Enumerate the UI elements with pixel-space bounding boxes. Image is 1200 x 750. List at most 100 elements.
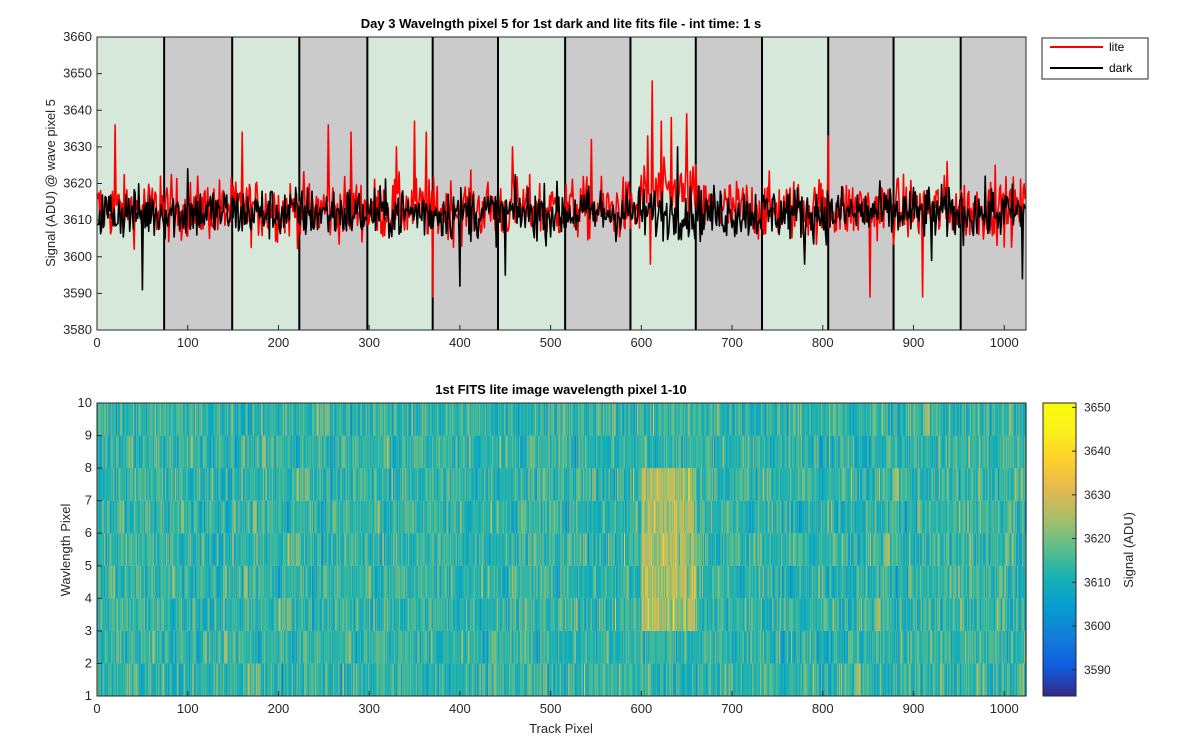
heatmap-cell	[937, 663, 939, 696]
heatmap-cell	[507, 533, 509, 566]
heatmap-cell	[742, 663, 744, 696]
heatmap-cell	[186, 533, 189, 566]
heatmap-cell	[429, 663, 432, 696]
heatmap-cell	[136, 533, 139, 566]
heatmap-cell	[536, 598, 538, 631]
heatmap-cell	[837, 565, 839, 599]
heatmap-cell	[845, 630, 847, 664]
heatmap-cell	[904, 663, 906, 696]
heatmap-cell	[810, 533, 813, 566]
heatmap-cell	[717, 663, 720, 696]
heatmap-cell	[206, 598, 209, 631]
heatmap-cell	[380, 533, 383, 566]
heatmap-cell	[614, 565, 616, 599]
heatmap-cell	[913, 565, 916, 599]
heatmap-cell	[208, 598, 211, 631]
heatmap-cell	[612, 598, 614, 631]
heatmap-cell	[794, 533, 797, 566]
heatmap-cell	[157, 630, 160, 664]
heatmap-cell	[169, 533, 172, 566]
heatmap-cell	[745, 533, 748, 566]
heatmap-cell	[497, 565, 500, 599]
heatmap-cell	[225, 533, 228, 566]
heatmap-cell	[706, 598, 709, 631]
heatmap-cell	[571, 565, 573, 599]
heatmap-cell	[654, 565, 656, 599]
heatmap-cell	[351, 565, 354, 599]
heatmap-cell	[375, 598, 378, 631]
heatmap-cell	[990, 630, 993, 664]
heatmap-cell	[242, 565, 244, 599]
heatmap-cell	[199, 598, 202, 631]
heatmap-cell	[439, 565, 442, 599]
heatmap-cell	[399, 598, 401, 631]
heatmap-cell	[332, 565, 335, 599]
heatmap-cell	[682, 565, 684, 599]
heatmap-cell	[771, 565, 774, 599]
heatmap-cell	[265, 533, 268, 566]
heatmap-cell	[252, 565, 254, 599]
heatmap-cell	[281, 533, 283, 566]
heatmap-cell	[652, 663, 654, 696]
heatmap-cell	[790, 533, 792, 566]
heatmap-cell	[904, 565, 906, 599]
heatmap-cell	[536, 565, 538, 599]
heatmap-cell	[732, 565, 735, 599]
heatmap-cell	[300, 630, 302, 664]
heatmap-cell	[241, 533, 243, 566]
heatmap-cell	[108, 533, 111, 566]
heatmap-cell	[152, 663, 154, 696]
heatmap-cell	[617, 533, 620, 566]
heatmap-cell	[1016, 663, 1019, 696]
heatmap-cell	[864, 663, 867, 696]
heatmap-cell	[153, 598, 155, 631]
heatmap-cell	[684, 598, 687, 631]
heatmap-cell	[112, 630, 114, 664]
heatmap-cell	[411, 598, 414, 631]
heatmap-cell	[467, 565, 469, 599]
heatmap-cell	[250, 598, 252, 631]
heatmap-cell	[307, 598, 309, 631]
heatmap-cell	[271, 598, 273, 631]
heatmap-cell	[373, 565, 376, 599]
heatmap-cell	[517, 663, 520, 696]
heatmap-cell	[278, 565, 280, 599]
heatmap-cell	[713, 565, 716, 599]
heatmap-cell	[224, 533, 227, 566]
heatmap-cell	[975, 598, 977, 631]
heatmap-cell	[219, 630, 221, 664]
heatmap-cell	[227, 630, 230, 664]
heatmap-cell	[368, 663, 370, 696]
heatmap-cell	[299, 565, 301, 599]
heatmap-cell	[486, 565, 488, 599]
heatmap-cell	[367, 565, 369, 599]
heatmap-cell	[185, 565, 187, 599]
x-tick-label: 0	[93, 335, 100, 350]
heatmap-cell	[916, 630, 918, 664]
heatmap-cell	[162, 533, 164, 566]
heatmap-cell	[859, 663, 861, 696]
heatmap-cell	[773, 663, 776, 696]
heatmap-cell	[703, 663, 706, 696]
heatmap-cell	[117, 598, 120, 631]
heatmap-cell	[791, 533, 794, 566]
heatmap-cell	[666, 630, 669, 664]
heatmap-cell	[631, 663, 633, 696]
heatmap-cell	[978, 565, 981, 599]
heatmap-cell	[859, 630, 861, 664]
heatmap-cell	[644, 565, 647, 599]
heatmap-cell	[222, 598, 224, 631]
heatmap-cell	[262, 533, 264, 566]
heatmap-cell	[342, 565, 345, 599]
heatmap-cell	[974, 630, 976, 664]
heatmap-cell	[105, 598, 107, 631]
heatmap-cell	[654, 598, 657, 631]
heatmap-cell	[996, 663, 999, 696]
heatmap-cell	[529, 565, 532, 599]
heatmap-cell	[713, 598, 716, 631]
heatmap-cell	[431, 533, 434, 566]
heatmap-cell	[697, 630, 700, 664]
heatmap-cell	[287, 565, 290, 599]
heatmap-cell	[760, 533, 762, 566]
heatmap-cell	[246, 663, 249, 696]
